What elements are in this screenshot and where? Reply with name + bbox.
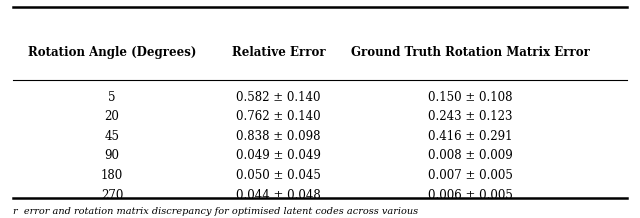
Text: 0.044 ± 0.048: 0.044 ± 0.048	[236, 189, 321, 202]
Text: 0.838 ± 0.098: 0.838 ± 0.098	[236, 130, 321, 143]
Text: 90: 90	[104, 149, 120, 162]
Text: r  error and rotation matrix discrepancy for optimised latent codes across vario: r error and rotation matrix discrepancy …	[13, 207, 418, 216]
Text: 0.243 ± 0.123: 0.243 ± 0.123	[428, 110, 513, 123]
Text: 0.049 ± 0.049: 0.049 ± 0.049	[236, 149, 321, 162]
Text: Relative Error: Relative Error	[232, 46, 325, 59]
Text: 0.007 ± 0.005: 0.007 ± 0.005	[428, 169, 513, 182]
Text: Rotation Angle (Degrees): Rotation Angle (Degrees)	[28, 46, 196, 59]
Text: 20: 20	[104, 110, 120, 123]
Text: 0.416 ± 0.291: 0.416 ± 0.291	[428, 130, 513, 143]
Text: 45: 45	[104, 130, 120, 143]
Text: 0.150 ± 0.108: 0.150 ± 0.108	[428, 90, 513, 104]
Text: 5: 5	[108, 90, 116, 104]
Text: 0.582 ± 0.140: 0.582 ± 0.140	[236, 90, 321, 104]
Text: 270: 270	[101, 189, 123, 202]
Text: Ground Truth Rotation Matrix Error: Ground Truth Rotation Matrix Error	[351, 46, 590, 59]
Text: 180: 180	[101, 169, 123, 182]
Text: 0.006 ± 0.005: 0.006 ± 0.005	[428, 189, 513, 202]
Text: 0.762 ± 0.140: 0.762 ± 0.140	[236, 110, 321, 123]
Text: 0.050 ± 0.045: 0.050 ± 0.045	[236, 169, 321, 182]
Text: 0.008 ± 0.009: 0.008 ± 0.009	[428, 149, 513, 162]
